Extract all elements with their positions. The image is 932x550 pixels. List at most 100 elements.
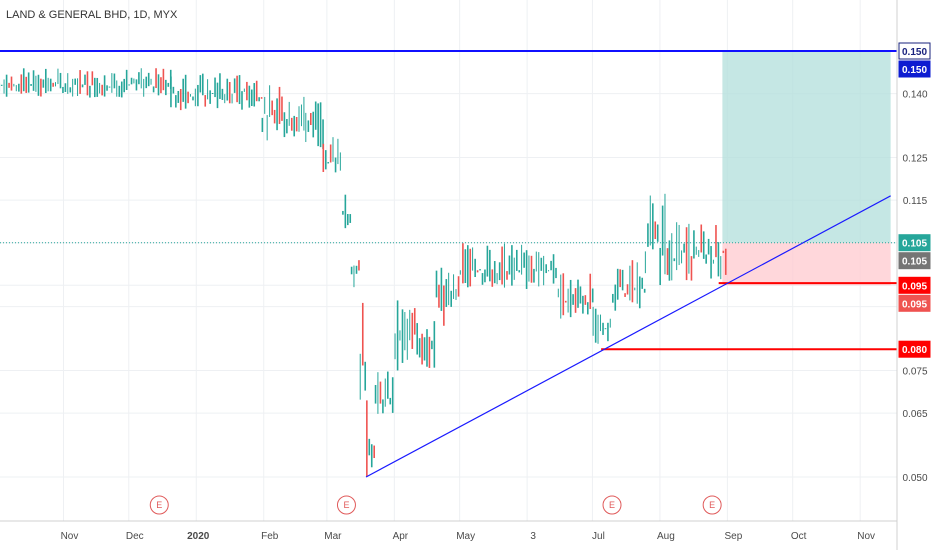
earnings-label: E <box>343 500 349 510</box>
candle <box>511 245 513 286</box>
candle <box>49 78 52 92</box>
candle <box>221 88 224 100</box>
candle <box>486 245 489 277</box>
candle <box>125 69 128 90</box>
candle <box>62 86 64 94</box>
candle <box>411 312 414 349</box>
price-tag-label: 0.150 <box>902 65 927 76</box>
time-tick-label: Apr <box>393 531 409 542</box>
candles <box>0 68 727 477</box>
price-tag <box>898 252 931 270</box>
time-tick-label: Mar <box>324 531 342 542</box>
candle <box>666 248 669 275</box>
candle <box>79 70 81 94</box>
candle <box>683 243 685 253</box>
price-tag <box>898 42 931 60</box>
candle <box>391 377 394 413</box>
candle <box>22 68 25 92</box>
candle <box>707 238 710 255</box>
candle <box>722 250 725 253</box>
candle <box>123 78 125 93</box>
time-tick-label: Oct <box>791 531 807 542</box>
candle <box>113 73 116 89</box>
position-loss-zone <box>722 242 891 286</box>
candle <box>334 157 337 173</box>
candle <box>401 309 404 363</box>
position-tool[interactable] <box>722 51 891 286</box>
position-profit-zone <box>722 51 891 243</box>
candle <box>283 112 286 138</box>
candle <box>498 262 501 281</box>
candle <box>233 78 236 93</box>
candle <box>172 86 175 94</box>
candle <box>152 86 155 93</box>
candle <box>228 82 231 104</box>
candle <box>361 302 364 366</box>
price-tick-label: 0.065 <box>902 409 927 420</box>
candle <box>626 284 629 295</box>
candle <box>523 252 525 268</box>
candle <box>278 86 281 124</box>
candle <box>484 269 486 283</box>
candle <box>426 329 428 367</box>
candle <box>293 115 296 137</box>
candle <box>155 68 157 89</box>
time-axis[interactable]: Nov Dec 2020 Feb Mar Apr May 3 Jul Aug Sep Oct Nov <box>61 531 875 542</box>
candle <box>199 75 202 93</box>
earnings-label: E <box>709 500 715 510</box>
candle <box>423 337 426 361</box>
candle <box>290 117 293 131</box>
candle <box>462 243 464 284</box>
candle <box>690 256 693 281</box>
candle <box>550 260 552 271</box>
candle <box>89 85 91 98</box>
earnings-icon <box>702 495 722 515</box>
candle <box>201 73 204 96</box>
candle <box>322 143 325 172</box>
candle <box>693 230 695 259</box>
candle <box>474 258 476 278</box>
candle <box>179 88 182 111</box>
candle <box>552 254 555 284</box>
candle <box>8 82 10 88</box>
candle <box>638 276 641 309</box>
candle <box>647 223 649 247</box>
candle <box>616 268 619 300</box>
candle <box>187 91 189 104</box>
candle <box>370 444 373 468</box>
candle <box>327 162 330 164</box>
candle <box>204 95 207 107</box>
candle <box>27 72 30 93</box>
price-tick-label: 0.140 <box>902 90 927 101</box>
candle <box>255 80 258 102</box>
time-tick-label: Jul <box>592 531 605 542</box>
time-tick-label: Aug <box>657 531 675 542</box>
price-tick-label: 0.050 <box>902 473 927 484</box>
candle <box>209 90 211 104</box>
candle <box>705 254 707 264</box>
price-tick-label: 0.125 <box>902 154 927 165</box>
candle <box>37 74 40 96</box>
candle <box>579 286 582 304</box>
candle <box>175 95 177 108</box>
price-tag-label: 0.080 <box>902 345 927 356</box>
candle <box>260 97 263 99</box>
candle <box>349 214 352 223</box>
candle <box>319 102 322 148</box>
candle <box>0 84 3 86</box>
candle <box>25 76 27 93</box>
candle <box>312 111 315 138</box>
candle <box>10 76 13 91</box>
candle <box>652 203 654 250</box>
candle <box>108 86 111 88</box>
candle <box>443 285 445 326</box>
chart-title: LAND & GENERAL BHD, 1D, MYX <box>6 9 178 21</box>
candle <box>466 245 469 288</box>
earnings-icon <box>602 495 622 515</box>
candle <box>182 78 184 102</box>
candle <box>344 194 347 229</box>
candle <box>656 224 659 242</box>
candle <box>236 75 238 103</box>
candle <box>379 381 382 404</box>
